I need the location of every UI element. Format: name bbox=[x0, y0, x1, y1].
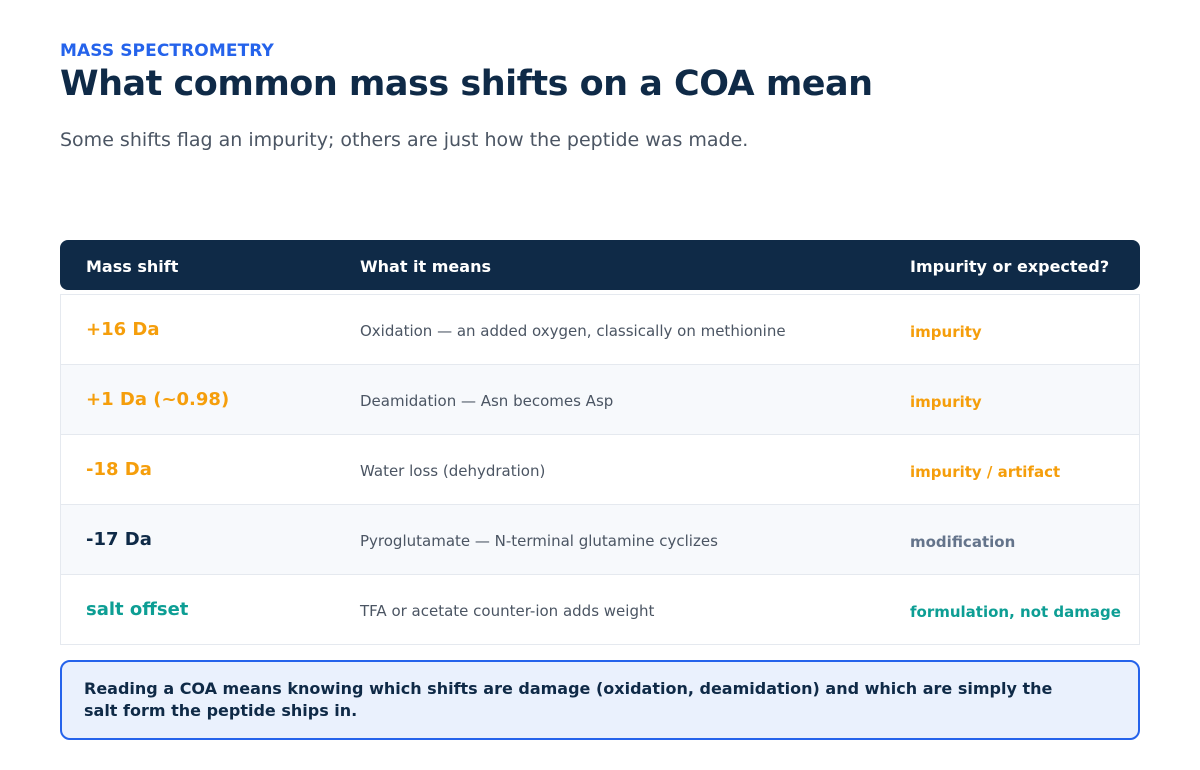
mass-shift-value: +1 Da (~0.98) bbox=[86, 389, 230, 410]
table-row: +1 Da (~0.98) Deamidation — Asn becomes … bbox=[61, 365, 1139, 435]
table-row: salt offset TFA or acetate counter-ion a… bbox=[61, 575, 1139, 645]
mass-shift-meaning: Pyroglutamate — N-terminal glutamine cyc… bbox=[360, 532, 718, 550]
summary-callout: Reading a COA means knowing which shifts… bbox=[60, 660, 1140, 740]
mass-shift-value: -17 Da bbox=[86, 529, 152, 550]
mass-shift-meaning: Deamidation — Asn becomes Asp bbox=[360, 392, 614, 410]
section-eyebrow: MASS SPECTROMETRY bbox=[60, 41, 274, 61]
page-title: What common mass shifts on a COA mean bbox=[60, 64, 873, 104]
column-header-verdict: Impurity or expected? bbox=[910, 257, 1110, 276]
mass-shift-value: +16 Da bbox=[86, 319, 160, 340]
table-body: +16 Da Oxidation — an added oxygen, clas… bbox=[60, 294, 1140, 645]
mass-shift-verdict: formulation, not damage bbox=[910, 603, 1121, 621]
mass-shift-table: Mass shift What it means Impurity or exp… bbox=[60, 240, 1140, 645]
table-header: Mass shift What it means Impurity or exp… bbox=[60, 240, 1140, 290]
mass-shift-meaning: Oxidation — an added oxygen, classically… bbox=[360, 322, 786, 340]
column-header-meaning: What it means bbox=[360, 257, 491, 276]
page-subtitle: Some shifts flag an impurity; others are… bbox=[60, 129, 749, 151]
mass-shift-meaning: TFA or acetate counter-ion adds weight bbox=[360, 602, 655, 620]
mass-shift-value: -18 Da bbox=[86, 459, 152, 480]
callout-text: Reading a COA means knowing which shifts… bbox=[84, 679, 1053, 720]
mass-shift-value: salt offset bbox=[86, 599, 189, 620]
mass-shift-verdict: impurity bbox=[910, 323, 982, 341]
mass-shift-meaning: Water loss (dehydration) bbox=[360, 462, 546, 480]
column-header-mass-shift: Mass shift bbox=[86, 257, 179, 276]
mass-shift-verdict: impurity bbox=[910, 393, 982, 411]
table-row: -17 Da Pyroglutamate — N-terminal glutam… bbox=[61, 505, 1139, 575]
mass-shift-verdict: impurity / artifact bbox=[910, 463, 1061, 481]
table-row: -18 Da Water loss (dehydration) impurity… bbox=[61, 435, 1139, 505]
table-row: +16 Da Oxidation — an added oxygen, clas… bbox=[61, 295, 1139, 365]
mass-shift-verdict: modification bbox=[910, 533, 1016, 551]
